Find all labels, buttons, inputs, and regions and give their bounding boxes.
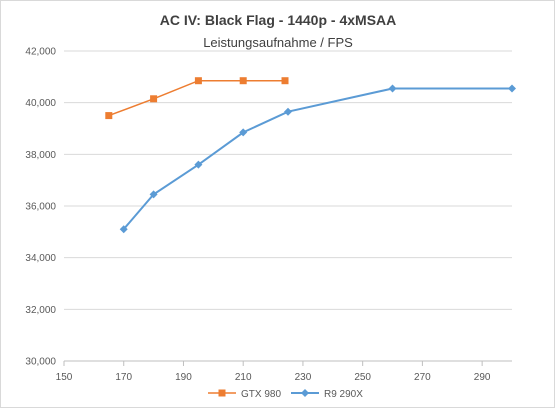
data-point-gtx-980 [194, 77, 202, 85]
data-point-r9-290x [149, 190, 158, 199]
x-tick-label: 230 [295, 372, 312, 383]
data-point-r9-290x [239, 128, 248, 137]
series-r9-290x [119, 84, 516, 234]
legend-item-r9-290x: R9 290X [291, 389, 363, 400]
y-tick-label: 34,000 [25, 253, 56, 264]
data-point-gtx-980 [105, 112, 113, 120]
data-point-r9-290x [284, 107, 292, 116]
legend-marker-gtx-980 [218, 389, 226, 397]
x-tick-label: 250 [354, 372, 371, 383]
series-gtx-980 [105, 77, 289, 120]
data-point-r9-290x [119, 225, 128, 234]
x-tick-label: 210 [235, 372, 252, 383]
data-point-r9-290x [388, 84, 397, 93]
legend-label-r9-290x: R9 290X [324, 389, 363, 400]
y-tick-label: 38,000 [25, 150, 56, 161]
y-tick-label: 40,000 [25, 98, 56, 109]
x-tick-label: 290 [474, 372, 491, 383]
legend-item-gtx-980: GTX 980 [208, 389, 281, 400]
series-line-r9-290x [122, 87, 512, 230]
data-point-gtx-980 [281, 77, 289, 85]
legend-marker-r9-290x [301, 389, 309, 397]
data-point-r9-290x [194, 160, 203, 169]
chart-title: AC IV: Black Flag - 1440p - 4xMSAA [160, 12, 397, 28]
data-point-gtx-980 [239, 77, 247, 85]
chart-subtitle: Leistungsaufnahme / FPS [203, 35, 353, 50]
axes: 30,000 32,000 34,000 36,000 38,000 40,000 42,0… [25, 47, 512, 383]
y-tick-label: 30,000 [25, 357, 56, 368]
data-point-r9-290x [508, 84, 516, 93]
y-tick-label: 42,000 [25, 47, 56, 58]
x-tick-label: 150 [56, 372, 73, 383]
data-point-gtx-980 [150, 95, 158, 103]
legend-label-gtx-980: GTX 980 [241, 389, 281, 400]
y-tick-label: 36,000 [25, 202, 56, 213]
x-tick-label: 190 [175, 372, 192, 383]
gridlines [64, 50, 512, 362]
x-tick-label: 170 [115, 372, 132, 383]
x-tick-label: 270 [414, 372, 431, 383]
legend: GTX 980 R9 290X [208, 389, 363, 400]
series-line-gtx-980 [108, 79, 285, 117]
y-tick-label: 32,000 [25, 305, 56, 316]
series-layer [105, 77, 516, 234]
